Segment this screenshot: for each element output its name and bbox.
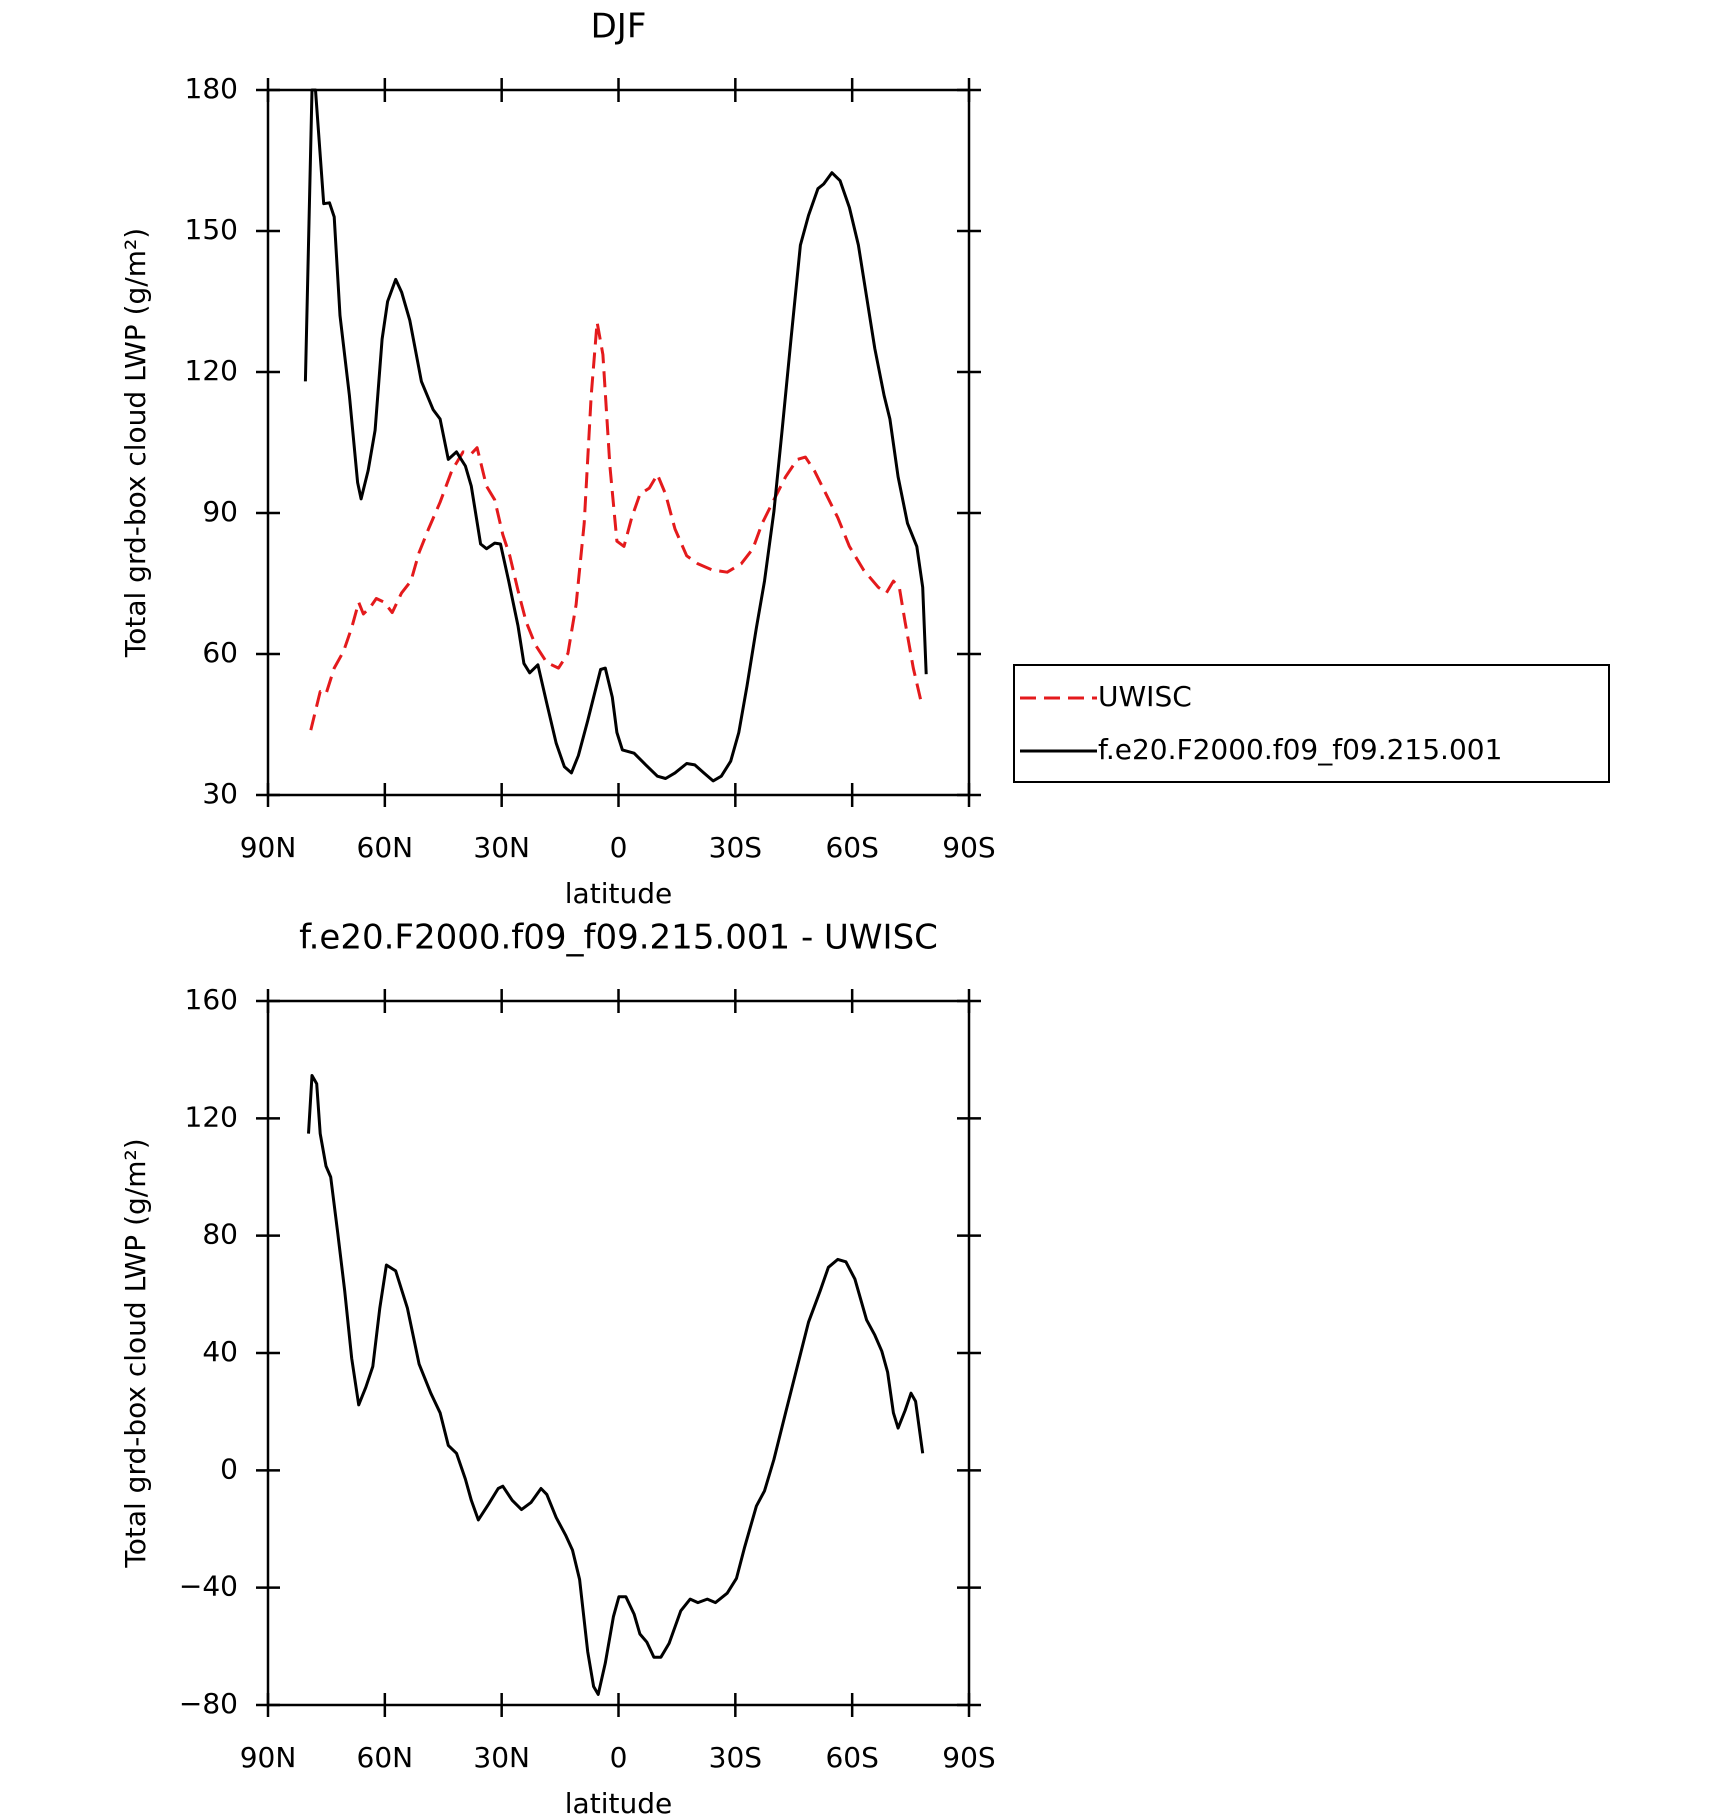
- data-line: [303, 88, 928, 783]
- legend-label: f.e20.F2000.f09_f09.215.001: [1098, 733, 1502, 766]
- y-tick-label: 120: [185, 354, 238, 387]
- y-tick-label: 120: [185, 1100, 238, 1133]
- y-tick-label: 0: [220, 1452, 238, 1485]
- x-tick-label: 90S: [942, 1741, 995, 1774]
- x-axis-title: latitude: [565, 877, 672, 910]
- y-tick-label: 180: [185, 72, 238, 105]
- y-tick-label: 30: [202, 777, 238, 810]
- x-tick-label: 60S: [825, 831, 878, 864]
- legend-box: [1013, 664, 1610, 783]
- y-tick-label: 80: [202, 1218, 238, 1251]
- x-tick-label: 0: [610, 831, 628, 864]
- x-tick-label: 30S: [709, 831, 762, 864]
- chart-title: f.e20.F2000.f09_f09.215.001 - UWISC: [299, 918, 938, 958]
- y-axis-title: Total grd-box cloud LWP (g/m²): [119, 228, 152, 658]
- legend-label: UWISC: [1098, 680, 1192, 713]
- x-tick-label: 60S: [825, 1741, 878, 1774]
- x-tick-label: 30N: [473, 831, 530, 864]
- x-tick-label: 60N: [357, 831, 414, 864]
- chart-title: DJF: [591, 7, 647, 47]
- y-tick-label: −40: [179, 1570, 238, 1603]
- y-tick-label: 90: [202, 495, 238, 528]
- x-tick-label: 30N: [473, 1741, 530, 1774]
- y-tick-label: 60: [202, 636, 238, 669]
- x-tick-label: 0: [610, 1741, 628, 1774]
- x-tick-label: 60N: [357, 1741, 414, 1774]
- y-tick-label: −80: [179, 1687, 238, 1720]
- y-tick-label: 150: [185, 213, 238, 246]
- data-line: [307, 1074, 925, 1696]
- x-tick-label: 90N: [240, 1741, 297, 1774]
- x-axis-title: latitude: [565, 1787, 672, 1816]
- y-axis-title: Total grd-box cloud LWP (g/m²): [119, 1138, 152, 1568]
- y-tick-label: 160: [185, 983, 238, 1016]
- y-tick-label: 40: [202, 1335, 238, 1368]
- x-tick-label: 30S: [709, 1741, 762, 1774]
- data-line: [309, 320, 923, 731]
- x-tick-label: 90S: [942, 831, 995, 864]
- x-tick-label: 90N: [240, 831, 297, 864]
